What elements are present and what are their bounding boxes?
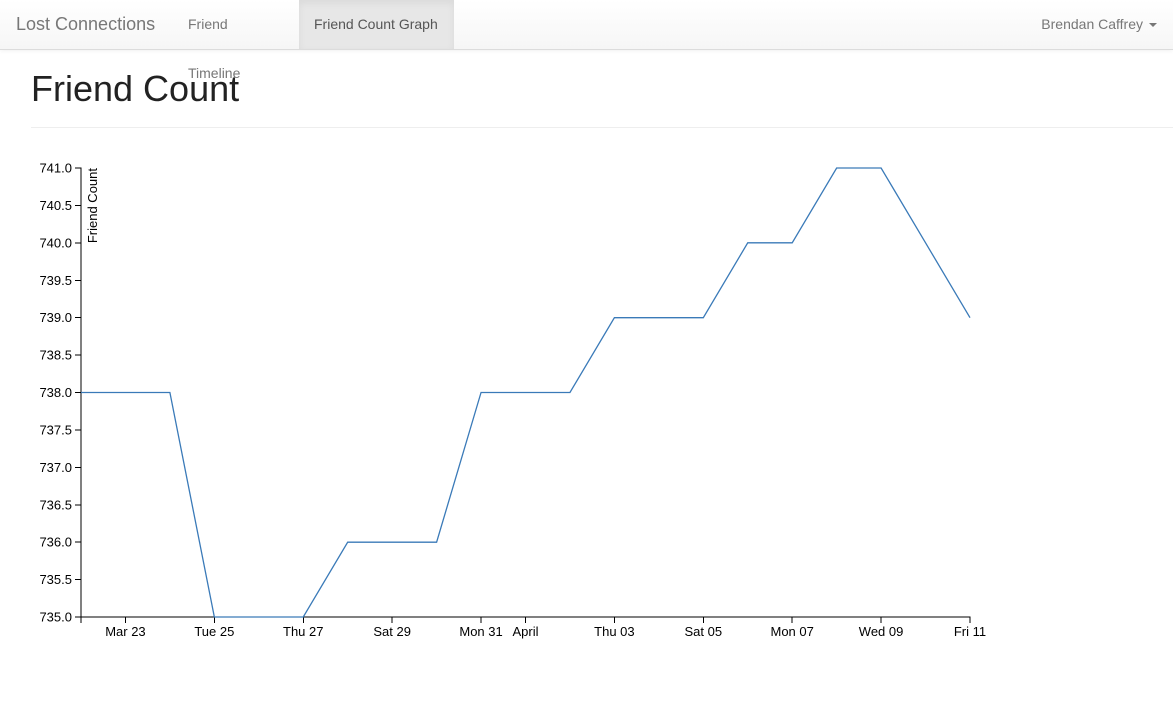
data-point <box>569 392 570 393</box>
x-tick-label: Wed 09 <box>859 624 904 639</box>
data-point <box>881 167 882 168</box>
nav-friend-timeline[interactable]: Friend Timeline <box>188 16 241 81</box>
series-layer <box>80 167 971 618</box>
y-tick-label: 739.0 <box>39 310 72 325</box>
x-tick-label: Thu 03 <box>594 624 634 639</box>
data-point <box>480 392 481 393</box>
data-point <box>703 317 704 318</box>
data-point <box>347 542 348 543</box>
caret-down-icon <box>1149 23 1157 28</box>
data-point <box>925 242 926 243</box>
y-tick-label: 739.5 <box>39 273 72 288</box>
y-axis: 735.0 735.5 736.0 736.5 737.0 737.5 738.0 738.5… <box>39 161 82 625</box>
data-point <box>214 616 215 617</box>
nav-friend-count-graph[interactable]: Friend Count Graph <box>299 0 454 49</box>
y-tick-label: 735.0 <box>39 610 72 625</box>
data-point <box>614 317 615 318</box>
navbar: Lost Connections Friend Timeline Friend … <box>0 0 1173 81</box>
friend-count-chart: 735.0 735.5 736.0 736.5 737.0 737.5 738.0 738.5… <box>39 161 986 640</box>
user-menu-dropdown[interactable]: Brendan Caffrey <box>1041 0 1157 49</box>
data-point <box>169 392 170 393</box>
data-point <box>303 616 304 617</box>
y-tick-label: 735.5 <box>39 572 72 587</box>
data-point <box>436 542 437 543</box>
x-tick-label: Thu 27 <box>283 624 323 639</box>
data-point <box>747 242 748 243</box>
x-tick-label: Tue 25 <box>194 624 234 639</box>
page-title: Friend Count <box>31 68 240 109</box>
y-tick-label: 736.0 <box>39 535 72 550</box>
y-tick-label: 740.0 <box>39 235 72 250</box>
data-point <box>658 317 659 318</box>
data-point <box>836 167 837 168</box>
x-axis: Mar 23 Tue 25 Thu 27 Sat 29 Mon 31 April Thu 0… <box>80 616 986 639</box>
data-point <box>525 392 526 393</box>
y-tick-label: 736.5 <box>39 497 72 512</box>
data-point <box>258 616 259 617</box>
y-tick-label: 741.0 <box>39 161 72 176</box>
y-tick-label: 738.0 <box>39 385 72 400</box>
y-tick-label: 740.5 <box>39 198 72 213</box>
x-tick-label: Sat 29 <box>373 624 411 639</box>
data-point <box>969 317 970 318</box>
x-tick-label: Mar 23 <box>105 624 145 639</box>
x-tick-label: April <box>512 624 538 639</box>
x-tick-label: Sat 05 <box>685 624 723 639</box>
brand-link[interactable]: Lost Connections <box>16 14 156 34</box>
x-tick-label: Fri 11 <box>954 624 986 639</box>
x-tick-label: Mon 07 <box>771 624 814 639</box>
series-line <box>81 167 971 618</box>
user-name: Brendan Caffrey <box>1041 16 1143 32</box>
x-tick-label: Mon 31 <box>459 624 502 639</box>
y-tick-label: 738.5 <box>39 348 72 363</box>
y-tick-label: 737.5 <box>39 422 72 437</box>
y-tick-label: 737.0 <box>39 460 72 475</box>
y-axis-label: Friend Count <box>85 168 100 244</box>
data-point <box>125 392 126 393</box>
data-point <box>792 242 793 243</box>
data-point <box>80 392 81 393</box>
data-point <box>392 542 393 543</box>
title-divider <box>31 127 1173 128</box>
